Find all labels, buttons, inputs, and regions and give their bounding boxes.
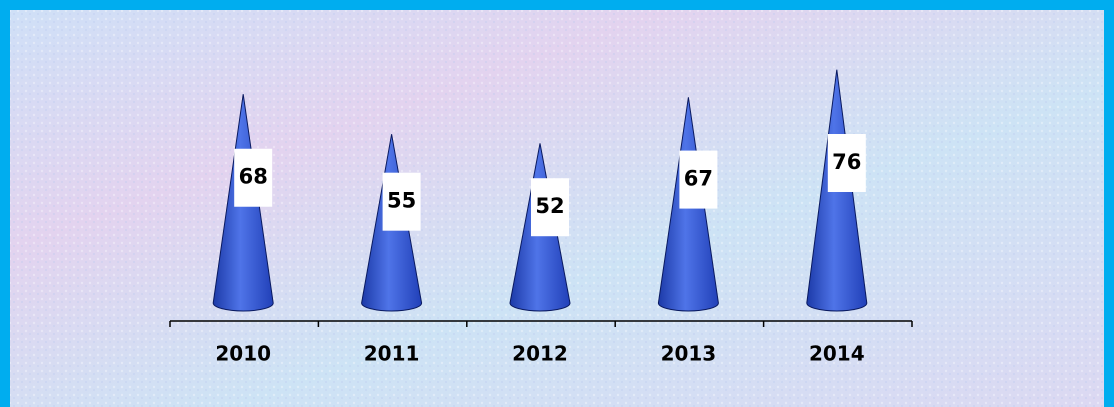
label-box — [382, 172, 421, 231]
data-label: 67 — [684, 167, 713, 191]
x-tick-label: 2014 — [809, 342, 865, 366]
data-label: 55 — [387, 189, 416, 213]
label-box — [827, 134, 866, 193]
data-label: 68 — [239, 165, 268, 189]
label-box — [234, 148, 273, 207]
border-right — [1104, 0, 1114, 407]
data-label: 76 — [832, 150, 861, 174]
label-box — [679, 150, 718, 209]
label-box — [531, 178, 569, 237]
x-tick-label: 2011 — [364, 342, 420, 366]
data-label: 52 — [535, 194, 564, 218]
x-tick-label: 2012 — [512, 342, 568, 366]
x-tick-label: 2013 — [661, 342, 717, 366]
border-top — [0, 0, 1114, 10]
border-left — [0, 0, 10, 407]
x-tick-label: 2010 — [215, 342, 271, 366]
